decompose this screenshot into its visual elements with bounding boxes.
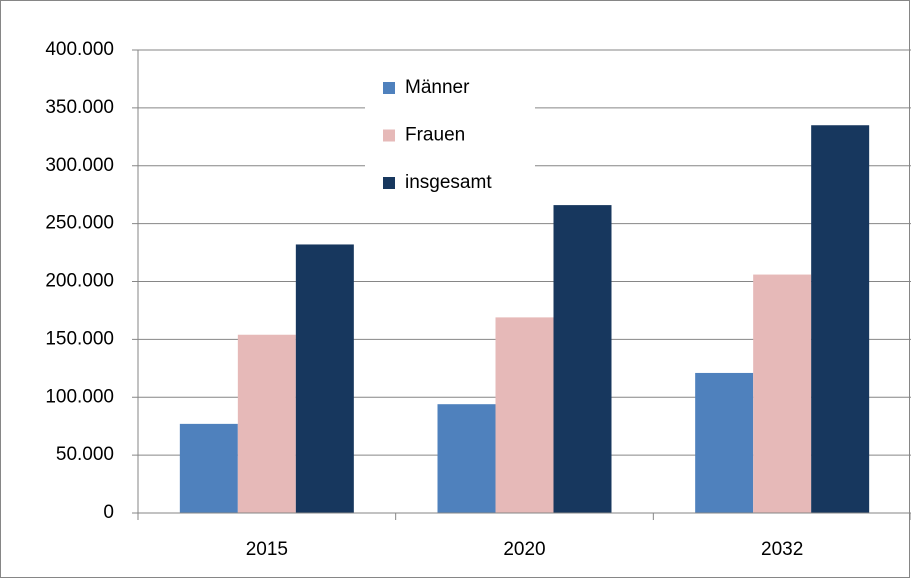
legend-label: Frauen [405, 125, 465, 146]
legend-swatch [383, 129, 395, 142]
legend-swatch [383, 82, 395, 94]
bar [753, 274, 812, 513]
bar [811, 125, 870, 514]
y-tick-label: 200.000 [45, 271, 114, 292]
bar [695, 372, 754, 513]
legend-label: insgesamt [405, 172, 492, 193]
bar [179, 423, 238, 513]
y-tick-label: 50.000 [56, 444, 114, 465]
bar [553, 205, 612, 514]
bar [237, 334, 296, 513]
bar [437, 404, 496, 513]
y-tick-label: 0 [103, 502, 114, 523]
y-tick-label: 350.000 [45, 97, 114, 118]
y-tick-label: 100.000 [45, 386, 114, 407]
y-tick-label: 150.000 [45, 328, 114, 349]
legend-label: Männer [405, 77, 470, 98]
x-tick-label: 2020 [503, 539, 545, 560]
x-tick-label: 2032 [761, 539, 803, 560]
x-tick-label: 2015 [246, 539, 288, 560]
y-tick-label: 400.000 [45, 39, 114, 60]
y-tick-label: 250.000 [45, 213, 114, 234]
y-tick-label: 300.000 [45, 155, 114, 176]
bar [495, 317, 554, 513]
bar [295, 244, 354, 513]
legend-swatch [383, 177, 395, 189]
